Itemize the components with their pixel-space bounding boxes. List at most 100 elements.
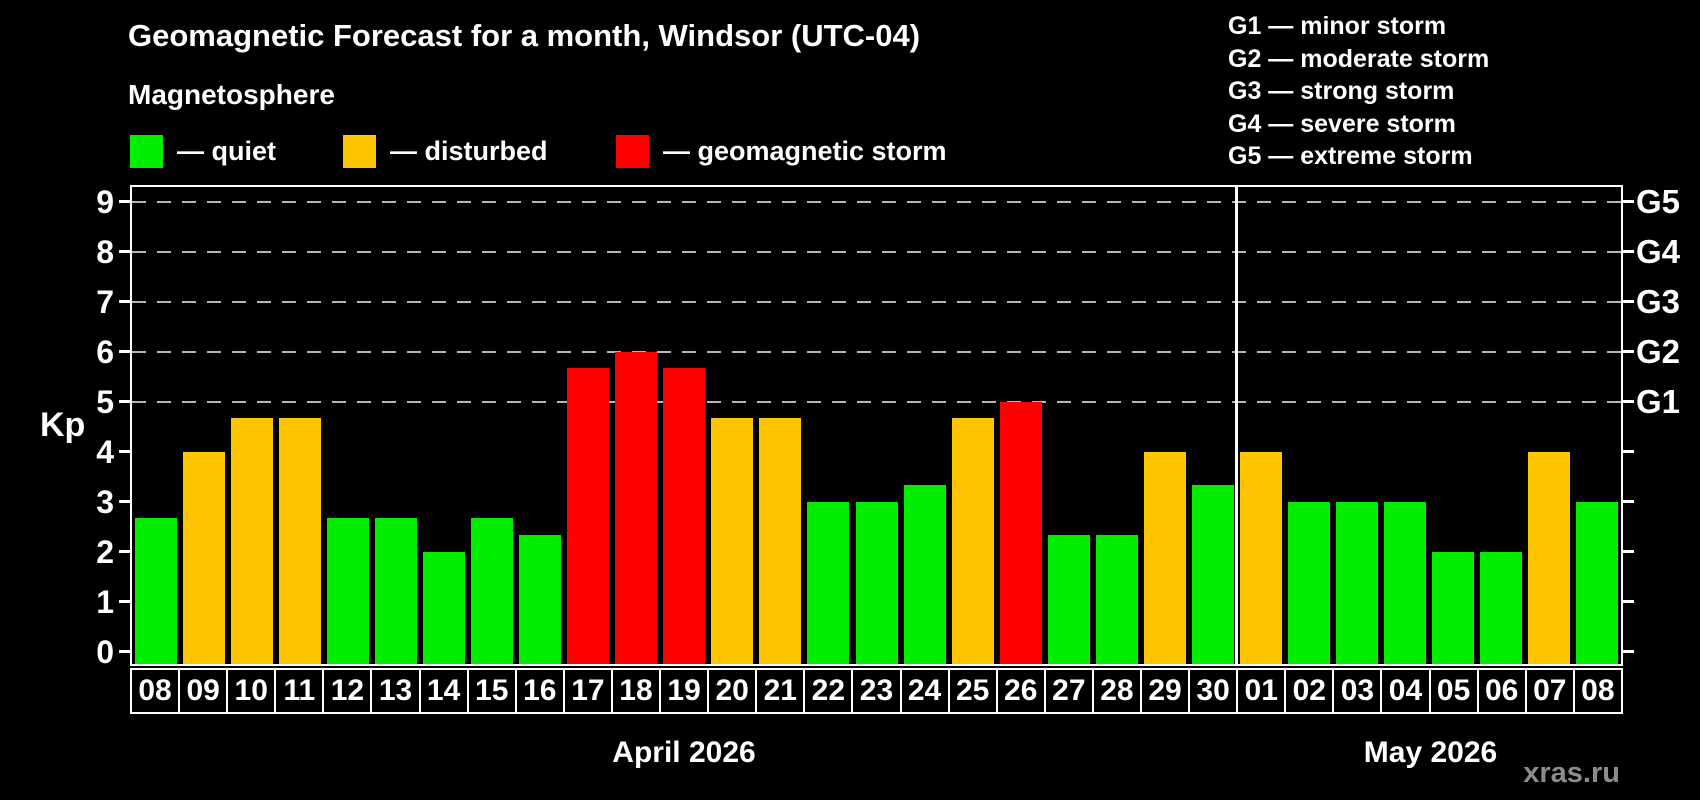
kp-bar-apr-21 [759, 418, 802, 664]
kp-bar-apr-27 [1047, 535, 1090, 664]
kp-bar-may-05 [1431, 551, 1474, 664]
y-tick-label-6: 6 [96, 333, 114, 370]
day-cell-apr-14: 14 [418, 670, 467, 712]
g-scale-legend-line-5: G5 — extreme storm [1228, 142, 1473, 170]
day-cell-apr-11: 11 [274, 670, 322, 712]
month-label-april: April 2026 [612, 736, 756, 769]
y-tick-label-9: 9 [96, 183, 114, 220]
kp-bar-apr-29 [1143, 451, 1186, 664]
day-cell-apr-10: 10 [226, 670, 274, 712]
g-scale-legend-line-3: G3 — strong storm [1228, 77, 1455, 105]
kp-bar-apr-19 [663, 368, 706, 664]
gridline-kp-8 [132, 250, 1621, 253]
kp-bar-apr-18 [615, 351, 658, 664]
kp-bar-apr-11 [279, 418, 322, 664]
axis-tick-left-1 [119, 600, 130, 604]
g-scale-legend-line-2: G2 — moderate storm [1228, 44, 1490, 73]
day-cell-apr-08: 08 [138, 674, 172, 707]
kp-bar-may-07 [1527, 451, 1570, 664]
storm-swatch [616, 134, 649, 168]
kp-bar-apr-15 [471, 518, 514, 664]
axis-tick-right-8 [1623, 250, 1634, 254]
axis-tick-right-2 [1623, 550, 1634, 554]
kp-bar-may-08 [1575, 501, 1618, 664]
day-cell-may-02: 02 [1284, 670, 1332, 712]
day-cell-apr-30: 30 [1188, 670, 1236, 712]
axis-tick-left-3 [119, 500, 130, 504]
kp-bar-apr-09 [183, 451, 226, 664]
g-level-label-g2: G2 [1636, 332, 1681, 370]
disturbed-swatch [343, 134, 376, 168]
kp-bar-apr-20 [711, 418, 754, 664]
gridline-kp-9 [132, 200, 1621, 203]
kp-bar-apr-25 [951, 418, 994, 664]
kp-bar-may-03 [1335, 501, 1378, 664]
y-tick-label-0: 0 [96, 633, 114, 670]
axis-tick-right-6 [1623, 350, 1634, 354]
day-cell-may-04: 04 [1380, 670, 1428, 712]
y-tick-label-7: 7 [96, 283, 114, 320]
day-cell-apr-20: 20 [707, 670, 755, 712]
kp-bar-apr-13 [375, 518, 418, 664]
day-cell-apr-23: 23 [851, 670, 899, 712]
kp-bar-apr-16 [519, 535, 562, 664]
magnetosphere-label: Magnetosphere [128, 79, 335, 110]
y-tick-label-8: 8 [96, 233, 114, 270]
axis-tick-right-5 [1623, 400, 1634, 404]
magnetosphere-legend: — quiet — disturbed — geomagnetic storm [0, 131, 1700, 171]
gridline-kp-6 [132, 350, 1621, 353]
legend-item-storm: — geomagnetic storm [616, 131, 947, 171]
g-scale-legend-line-1: G1 — minor storm [1228, 12, 1447, 40]
day-cell-apr-29: 29 [1139, 670, 1188, 712]
y-tick-label-1: 1 [96, 583, 114, 620]
watermark-xras: xras.ru [1523, 757, 1620, 789]
day-cell-apr-24: 24 [899, 670, 948, 712]
kp-bar-apr-23 [855, 501, 898, 664]
axis-tick-left-9 [119, 200, 130, 204]
y-tick-label-4: 4 [96, 433, 114, 470]
kp-bar-apr-26 [999, 401, 1042, 664]
kp-axis-label: Kp [40, 406, 86, 444]
month-label-may: May 2026 [1363, 736, 1498, 769]
g-scale-legend: G1 — minor storm G2 — moderate storm G3 — … [1228, 10, 1489, 173]
axis-tick-left-5 [119, 400, 130, 404]
day-cell-apr-17: 17 [562, 670, 611, 712]
day-cell-apr-16: 16 [514, 670, 563, 712]
kp-bar-apr-24 [903, 485, 946, 664]
day-cell-apr-26: 26 [995, 670, 1044, 712]
day-cell-may-06: 06 [1476, 670, 1525, 712]
day-cell-apr-22: 22 [803, 670, 851, 712]
axis-tick-left-0 [119, 650, 130, 654]
day-axis-row: 08 09 10 11 12 13 14 15 16 17 18 19 20 21 22 23 24 25 26 27… [130, 668, 1623, 714]
legend-label-storm: — geomagnetic storm [663, 135, 947, 166]
day-cell-apr-28: 28 [1091, 670, 1140, 712]
day-cell-may-03: 03 [1332, 670, 1380, 712]
axis-tick-left-7 [119, 300, 130, 304]
day-cell-may-05: 05 [1428, 670, 1477, 712]
day-cell-may-01: 01 [1236, 670, 1284, 712]
day-cell-may-08: 08 [1572, 670, 1621, 712]
kp-bar-apr-17 [567, 368, 610, 664]
axis-tick-right-0 [1623, 650, 1634, 654]
quiet-swatch [130, 134, 163, 168]
gridline-kp-5 [132, 400, 1621, 403]
page-title: Geomagnetic Forecast for a month, Windso… [128, 18, 921, 53]
day-cell-apr-19: 19 [659, 670, 707, 712]
kp-bar-apr-08 [135, 518, 178, 664]
g-level-label-g5: G5 [1636, 182, 1681, 220]
axis-tick-right-7 [1623, 300, 1634, 304]
day-cell-apr-27: 27 [1043, 670, 1092, 712]
g-level-label-g1: G1 [1636, 382, 1681, 420]
axis-tick-left-8 [119, 250, 130, 254]
axis-tick-right-3 [1623, 500, 1634, 504]
axis-tick-right-1 [1623, 600, 1634, 604]
kp-bar-apr-22 [807, 501, 850, 664]
day-cell-apr-15: 15 [466, 670, 515, 712]
kp-bar-apr-14 [423, 551, 466, 664]
kp-bar-apr-12 [327, 518, 370, 664]
kp-bar-may-04 [1383, 501, 1426, 664]
g-level-label-g3: G3 [1636, 282, 1681, 320]
g-scale-legend-line-4: G4 — severe storm [1228, 109, 1456, 138]
kp-bar-may-01 [1239, 451, 1282, 664]
y-tick-label-5: 5 [96, 383, 114, 420]
